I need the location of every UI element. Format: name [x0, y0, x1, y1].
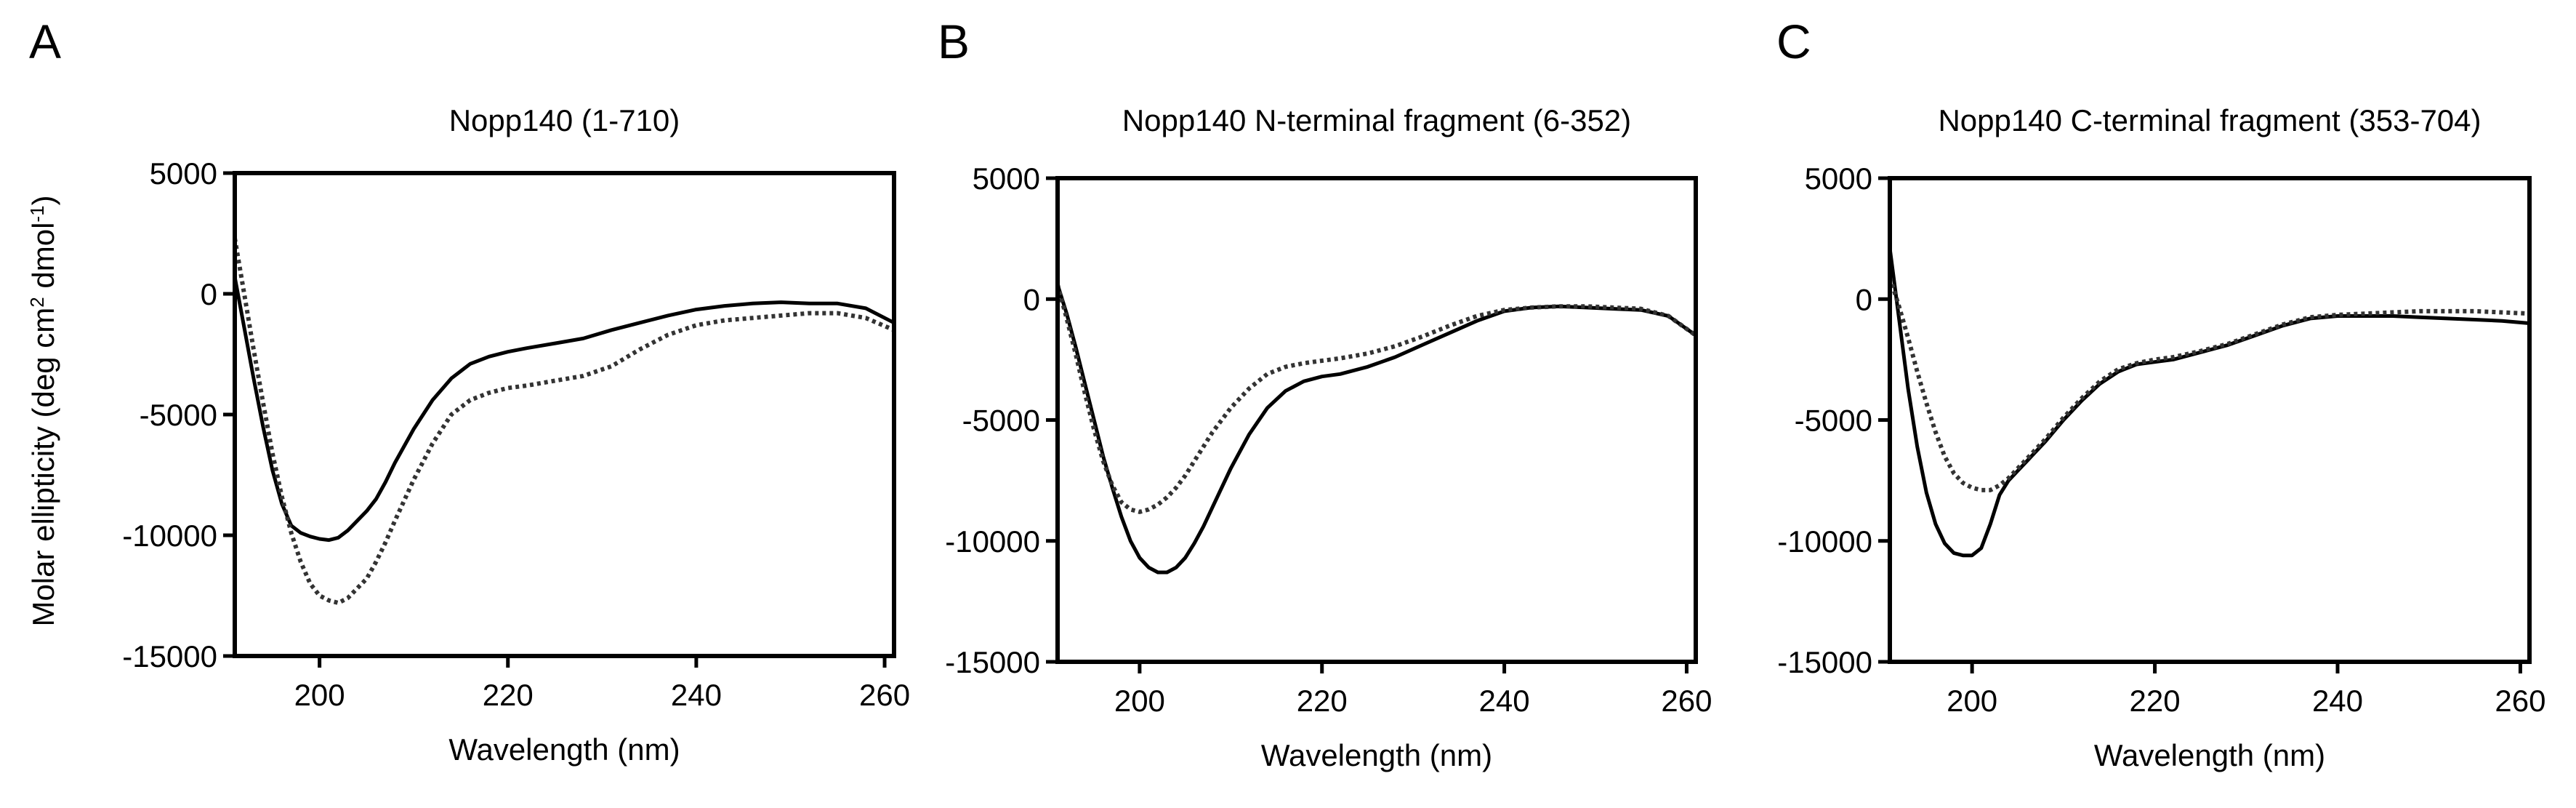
x-tick-label: 200: [1947, 684, 1997, 718]
ylabel-superscript-1: 2: [26, 297, 48, 307]
y-tick-label: 0: [201, 277, 217, 311]
series-line-dotted: [1055, 284, 1697, 514]
x-axis-label: Wavelength (nm): [448, 732, 680, 767]
series-line-solid: [1055, 282, 1698, 575]
series-line-solid: [1888, 246, 2532, 558]
x-tick-label: 240: [671, 678, 722, 712]
shared-y-axis-label: Molar ellipticity (deg cm2 dmol-1): [26, 195, 60, 626]
panel-b: B Nopp140 N-terminal fragment (6-352) 5000…: [938, 15, 1712, 772]
y-tick-label: -15000: [1777, 645, 1872, 679]
plot-frame: [1888, 176, 2532, 664]
y-tick-label: -15000: [945, 645, 1040, 679]
panel-label: A: [29, 15, 61, 68]
series-line-dotted: [1888, 276, 2530, 492]
x-tick-label: 220: [1297, 684, 1348, 718]
x-axis-label: Wavelength (nm): [2094, 738, 2325, 772]
series-line-dotted: [233, 238, 895, 605]
x-axis-label: Wavelength (nm): [1261, 738, 1492, 772]
x-tick-label: 260: [859, 678, 910, 712]
y-tick-label: -10000: [945, 524, 1040, 559]
panel-label: C: [1776, 15, 1811, 68]
x-tick-label: 240: [1479, 684, 1530, 718]
plot-frame: [1055, 176, 1698, 664]
panel-c: C Nopp140 C-terminal fragment (353-704) 50…: [1776, 15, 2545, 772]
y-tick-label: 0: [1023, 282, 1040, 316]
ylabel-part-3: ): [26, 195, 60, 205]
y-tick-label: -10000: [122, 519, 217, 553]
series-line-solid: [233, 275, 896, 543]
y-tick-label: -15000: [122, 639, 217, 673]
ylabel-part-1: Molar ellipticity (deg cm: [26, 308, 60, 627]
chart-title: Nopp140 C-terminal fragment (353-704): [1938, 103, 2481, 137]
y-tick-label: -5000: [140, 398, 217, 432]
x-tick-label: 240: [2312, 684, 2363, 718]
x-tick-label: 220: [483, 678, 534, 712]
y-tick-label: 5000: [150, 156, 217, 191]
ylabel-superscript-2: -1: [26, 205, 48, 222]
x-tick-label: 200: [1114, 684, 1165, 718]
y-tick-label: 5000: [973, 161, 1040, 196]
x-tick-label: 220: [2130, 684, 2181, 718]
panel-a: A Nopp140 (1-710) 5000 0 -5000 -10000 -15000 20…: [29, 15, 910, 767]
panel-label: B: [938, 15, 970, 68]
x-tick-label: 260: [2495, 684, 2545, 718]
ylabel-part-2: dmol: [26, 223, 60, 297]
chart-title: Nopp140 (1-710): [449, 103, 680, 137]
plot-frame: [233, 171, 896, 658]
y-tick-label: -5000: [1795, 404, 1872, 438]
y-tick-label: -10000: [1777, 524, 1872, 559]
y-tick-label: -5000: [962, 404, 1040, 438]
x-tick-label: 200: [294, 678, 345, 712]
y-tick-label: 5000: [1805, 161, 1872, 196]
chart-title: Nopp140 N-terminal fragment (6-352): [1122, 103, 1631, 137]
x-tick-label: 260: [1661, 684, 1712, 718]
y-tick-label: 0: [1856, 282, 1872, 316]
